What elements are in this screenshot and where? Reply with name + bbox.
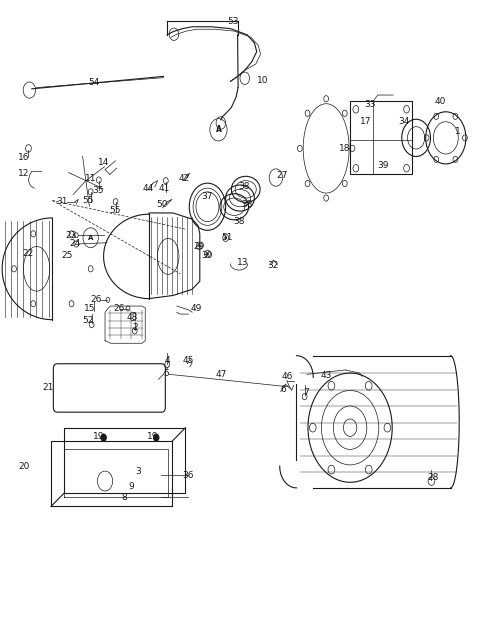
Text: 39: 39: [377, 160, 388, 170]
Text: 45: 45: [182, 356, 194, 365]
Circle shape: [154, 434, 159, 442]
Text: 14: 14: [98, 157, 109, 167]
Text: 43: 43: [321, 371, 332, 380]
Text: 24: 24: [69, 239, 81, 248]
Text: 37: 37: [202, 192, 213, 202]
Text: 3: 3: [136, 466, 142, 476]
Text: 55: 55: [83, 196, 94, 205]
Text: 27: 27: [276, 171, 288, 180]
Text: 35: 35: [93, 186, 104, 195]
Text: 44: 44: [143, 183, 154, 193]
Circle shape: [225, 236, 227, 239]
Text: A: A: [216, 125, 221, 134]
Text: 54: 54: [88, 78, 100, 87]
Text: 41: 41: [159, 183, 170, 193]
Text: 40: 40: [434, 97, 446, 106]
Text: 20: 20: [18, 462, 29, 471]
Text: 23: 23: [66, 231, 77, 240]
Text: 30: 30: [202, 251, 213, 259]
Text: 31: 31: [56, 197, 68, 207]
Text: 9: 9: [128, 481, 134, 491]
Text: 4: 4: [165, 356, 170, 365]
Text: 17: 17: [360, 116, 372, 126]
Text: 22: 22: [23, 249, 34, 258]
Text: 48: 48: [127, 313, 138, 322]
Text: 7: 7: [303, 388, 309, 397]
Text: 53: 53: [227, 17, 239, 26]
Text: 52: 52: [82, 317, 94, 325]
Text: 29: 29: [193, 242, 205, 251]
Text: 51: 51: [221, 233, 232, 242]
Text: 50: 50: [156, 200, 168, 209]
Bar: [350, 101, 412, 174]
Text: 12: 12: [18, 169, 29, 178]
Text: 13: 13: [237, 258, 248, 267]
Text: 26: 26: [91, 295, 102, 304]
Text: 25: 25: [61, 251, 72, 259]
Text: 19: 19: [93, 432, 105, 441]
Text: 6: 6: [280, 384, 286, 394]
Text: 26: 26: [114, 304, 125, 313]
Text: 34: 34: [398, 116, 410, 126]
Text: 19: 19: [147, 432, 159, 441]
Text: 47: 47: [215, 370, 227, 379]
Text: 38: 38: [238, 182, 250, 192]
Circle shape: [198, 244, 200, 247]
Text: 32: 32: [267, 261, 278, 269]
Circle shape: [206, 253, 208, 255]
Text: 16: 16: [18, 152, 29, 162]
Text: 33: 33: [364, 101, 376, 109]
Text: 46: 46: [281, 373, 293, 381]
Text: 49: 49: [190, 304, 202, 313]
Text: 2: 2: [133, 323, 138, 332]
Text: 21: 21: [42, 383, 53, 392]
Text: 11: 11: [85, 174, 96, 183]
Text: 8: 8: [121, 493, 127, 502]
Text: 5: 5: [163, 369, 168, 378]
Text: 42: 42: [179, 174, 190, 183]
Text: 38: 38: [233, 217, 245, 226]
Text: A: A: [88, 234, 94, 241]
Text: 28: 28: [428, 473, 439, 482]
Text: 1: 1: [455, 126, 461, 136]
Circle shape: [101, 434, 107, 442]
Text: 36: 36: [182, 471, 194, 480]
Text: 38: 38: [241, 200, 253, 209]
Text: 10: 10: [257, 76, 268, 85]
Text: 18: 18: [338, 144, 350, 153]
Text: 55: 55: [109, 206, 120, 215]
Text: 15: 15: [84, 304, 95, 313]
